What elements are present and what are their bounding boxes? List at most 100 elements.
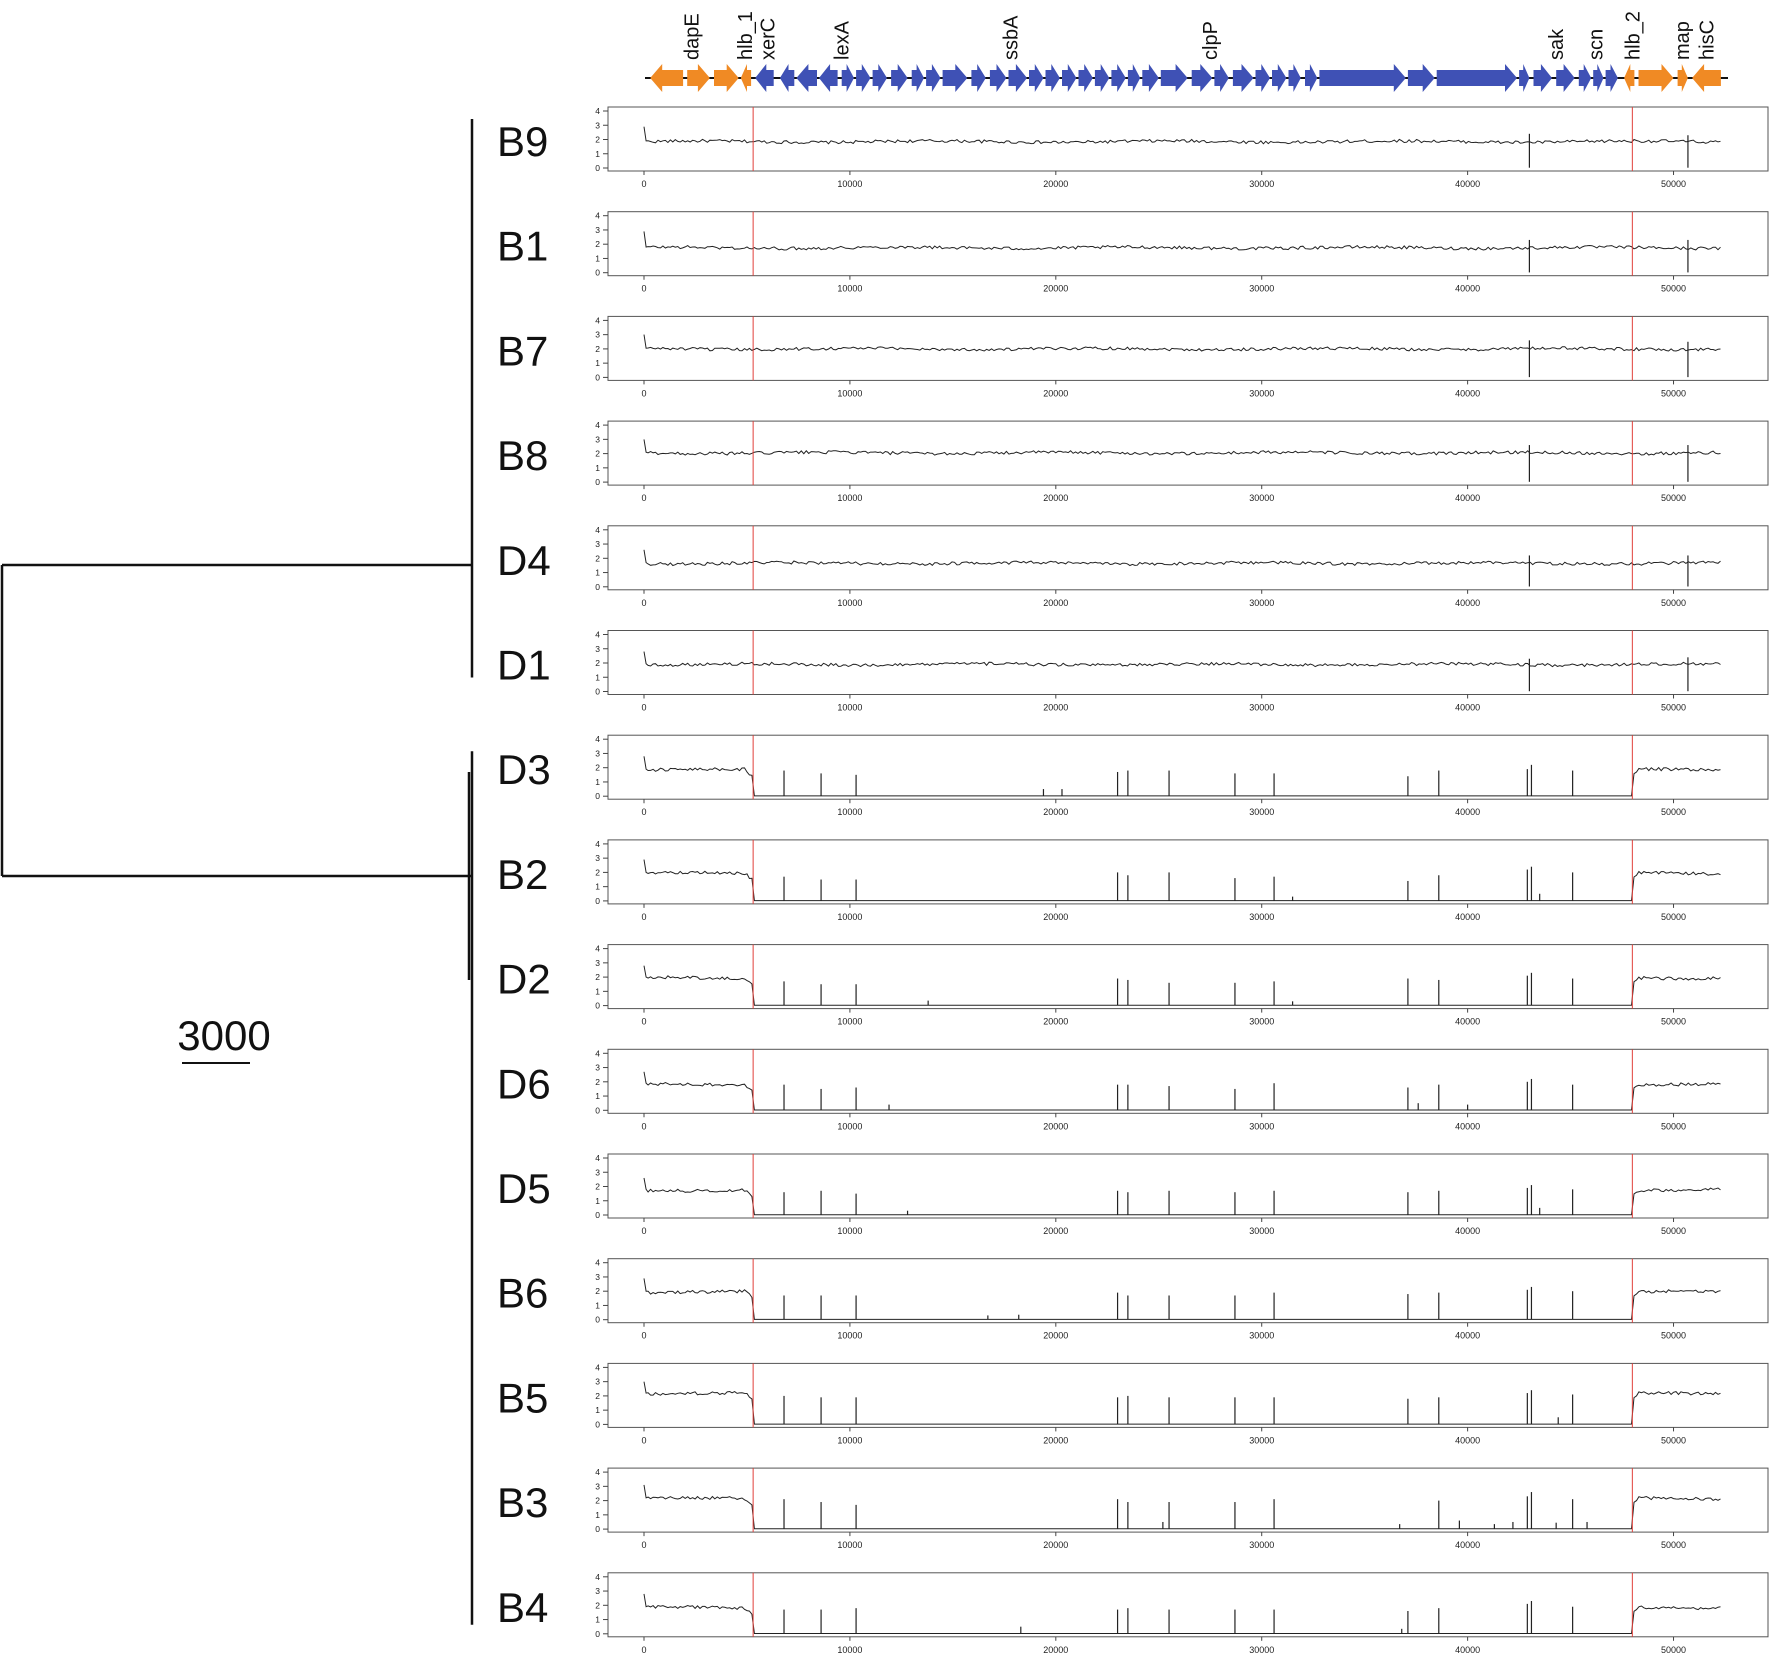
- x-tick-label: 30000: [1249, 1331, 1274, 1341]
- coverage-line: [643, 334, 1721, 352]
- gene-arrow-flank: [1692, 64, 1721, 92]
- y-tick-label: 4: [595, 1048, 600, 1058]
- x-tick-label: 50000: [1661, 1226, 1686, 1236]
- x-tick-label: 10000: [837, 1017, 862, 1027]
- y-tick-label: 1: [595, 1510, 600, 1520]
- coverage-panel-b3: 0 1 2 3 4 0 10000 20000 30000 40000 50000 B3: [497, 1467, 1769, 1550]
- coverage-line: [643, 651, 1721, 668]
- gene-label: map: [1672, 21, 1694, 60]
- y-tick-label: 2: [595, 135, 600, 145]
- x-tick-label: 0: [641, 1226, 646, 1236]
- gene-arrow-flank: [650, 64, 684, 92]
- x-tick-label: 40000: [1455, 493, 1480, 503]
- y-tick-label: 4: [595, 525, 600, 535]
- panel-frame: [607, 525, 1769, 591]
- x-tick-label: 50000: [1661, 493, 1686, 503]
- x-tick-label: 0: [641, 912, 646, 922]
- y-tick-label: 0: [595, 268, 600, 278]
- x-tick-label: 10000: [837, 598, 862, 608]
- gene-label: hisC: [1697, 20, 1719, 60]
- x-tick-label: 20000: [1043, 284, 1068, 294]
- y-tick-label: 2: [595, 553, 600, 563]
- x-tick-label: 40000: [1455, 1017, 1480, 1027]
- x-tick-label: 20000: [1043, 1645, 1068, 1655]
- x-tick-label: 30000: [1249, 388, 1274, 398]
- coverage-panel-d3: 0 1 2 3 4 0 10000 20000 30000 40000 50000 D3: [497, 734, 1769, 817]
- x-tick-label: 0: [641, 1645, 646, 1655]
- gene-arrow-phage: [1029, 64, 1044, 92]
- x-tick-label: 10000: [837, 493, 862, 503]
- panel-frame: [607, 944, 1769, 1010]
- coverage-line: [643, 1593, 1721, 1634]
- x-tick-label: 10000: [837, 1435, 862, 1445]
- gene-arrow-flank: [687, 64, 710, 92]
- y-tick-label: 3: [595, 853, 600, 863]
- y-tick-label: 4: [595, 1258, 600, 1268]
- x-tick-label: 10000: [837, 1645, 862, 1655]
- gene-arrow-phage: [779, 64, 795, 92]
- gene-label: ssbA: [1001, 15, 1023, 60]
- x-tick-label: 50000: [1661, 1435, 1686, 1445]
- y-tick-label: 0: [595, 687, 600, 697]
- gene-arrow-flank: [1624, 64, 1635, 92]
- y-tick-label: 2: [595, 972, 600, 982]
- gene-arrow-phage: [1272, 64, 1287, 92]
- gene-arrow-phage: [1288, 64, 1301, 92]
- x-tick-label: 0: [641, 703, 646, 713]
- sample-label: B4: [497, 1584, 548, 1631]
- x-tick-label: 40000: [1455, 703, 1480, 713]
- gene-label: clpP: [1200, 21, 1222, 60]
- x-tick-label: 40000: [1455, 598, 1480, 608]
- x-tick-label: 10000: [837, 1121, 862, 1131]
- x-tick-label: 10000: [837, 703, 862, 713]
- y-tick-label: 3: [595, 958, 600, 968]
- x-tick-label: 30000: [1249, 912, 1274, 922]
- sample-label: B3: [497, 1479, 548, 1526]
- panel-frame: [607, 1153, 1769, 1219]
- x-tick-label: 50000: [1661, 1121, 1686, 1131]
- scale-bar: 3000: [177, 1012, 271, 1064]
- gene-arrow-phage: [1142, 64, 1159, 92]
- y-tick-label: 4: [595, 839, 600, 849]
- gene-arrow-phage: [891, 64, 908, 92]
- y-tick-label: 4: [595, 1362, 600, 1372]
- x-tick-label: 20000: [1043, 807, 1068, 817]
- y-tick-label: 2: [595, 1600, 600, 1610]
- gene-arrow-phage: [1593, 64, 1604, 92]
- x-tick-label: 30000: [1249, 1645, 1274, 1655]
- coverage-panel-b6: 0 1 2 3 4 0 10000 20000 30000 40000 50000 B6: [497, 1258, 1769, 1341]
- coverage-line: [643, 965, 1721, 1006]
- y-tick-label: 1: [595, 568, 600, 578]
- y-tick-label: 4: [595, 1153, 600, 1163]
- x-tick-label: 40000: [1455, 179, 1480, 189]
- coverage-panel-b7: 0 1 2 3 4 0 10000 20000 30000 40000 50000 B7: [497, 315, 1769, 398]
- y-tick-label: 2: [595, 449, 600, 459]
- gene-arrow-phage: [1062, 64, 1077, 92]
- y-tick-label: 3: [595, 539, 600, 549]
- x-tick-label: 40000: [1455, 1540, 1480, 1550]
- gene-arrow-phage: [1533, 64, 1552, 92]
- coverage-line: [643, 756, 1721, 797]
- x-tick-label: 0: [641, 598, 646, 608]
- panel-frame: [607, 106, 1769, 172]
- y-tick-label: 1: [595, 1615, 600, 1625]
- panel-frame: [607, 630, 1769, 695]
- coverage-panel-d6: 0 1 2 3 4 0 10000 20000 30000 40000 50000 D6: [497, 1048, 1769, 1131]
- gene-map: dapE hlb_1 xerC lexA ssbA clpP sak scn hlb_2 map h…: [645, 11, 1728, 92]
- x-tick-label: 20000: [1043, 1435, 1068, 1445]
- gene-arrow-phage: [1556, 64, 1575, 92]
- gene-arrow-phage: [1232, 64, 1254, 92]
- x-tick-label: 20000: [1043, 1017, 1068, 1027]
- y-tick-label: 1: [595, 1405, 600, 1415]
- y-tick-label: 2: [595, 1182, 600, 1192]
- gene-arrow-phage: [1305, 64, 1318, 92]
- gene-arrow-phage: [1111, 64, 1126, 92]
- y-tick-label: 0: [595, 477, 600, 487]
- gene-label: lexA: [832, 20, 854, 60]
- gene-arrow-phage: [1519, 64, 1530, 92]
- sample-label: B2: [497, 851, 548, 898]
- y-tick-label: 0: [595, 1419, 600, 1429]
- x-tick-label: 20000: [1043, 1331, 1068, 1341]
